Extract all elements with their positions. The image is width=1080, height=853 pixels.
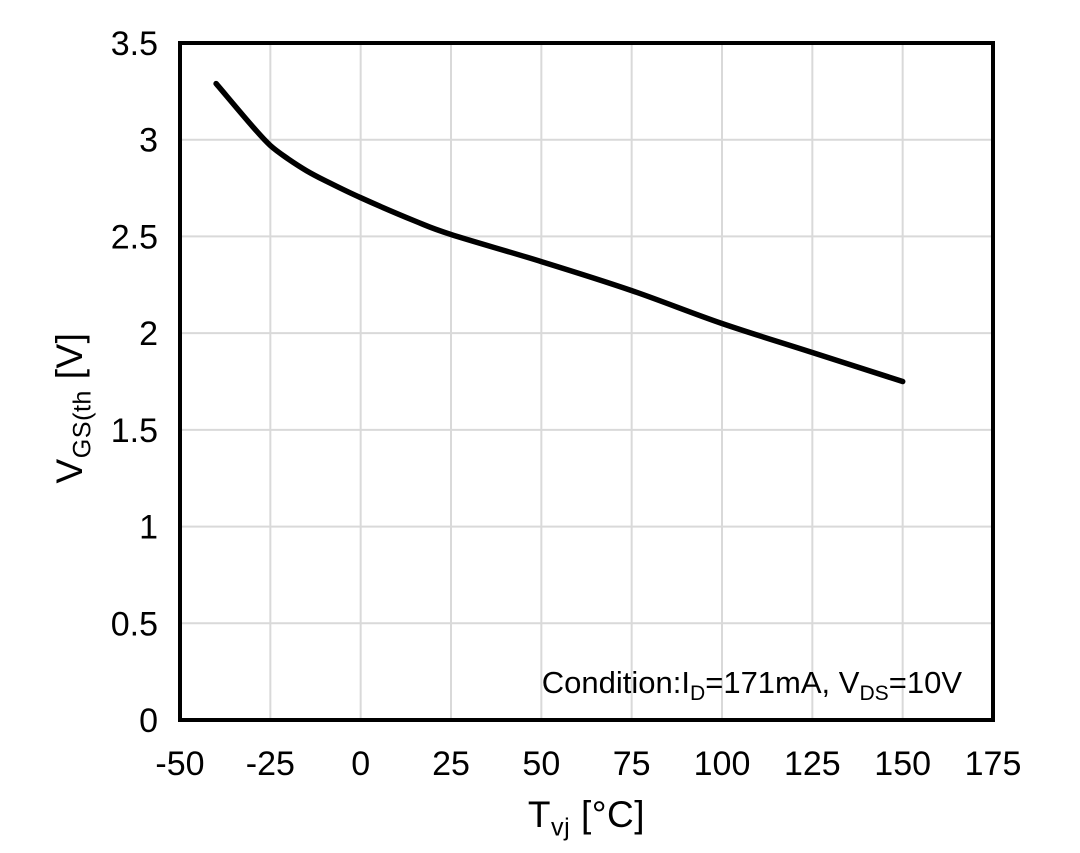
x-tick-label: -50 [155,745,204,783]
condition-subscript-d: D [689,682,706,706]
y-tick-label: 1 [139,509,158,547]
x-axis-title-subscript: vj [551,813,571,842]
y-tick-label: 0 [139,702,158,740]
x-tick-label: 150 [874,745,931,783]
x-axis-title-symbol: T [527,794,552,835]
condition-text: =171mA, V [705,665,860,700]
y-tick-label: 2.5 [111,218,158,256]
y-axis-title-subscript: GS(th [68,390,97,459]
x-tick-label: 125 [784,745,841,783]
y-axis-title-symbol: V [49,458,90,484]
y-axis-title: VGS(th [V] [49,332,96,484]
x-tick-label: 100 [694,745,751,783]
x-tick-label: 175 [965,745,1022,783]
y-tick-label: 0.5 [111,605,158,643]
y-tick-label: 3 [139,122,158,160]
x-tick-label: 0 [351,745,370,783]
condition-subscript-ds: DS [859,682,889,706]
x-tick-label: 50 [522,745,560,783]
y-tick-label: 3.5 [111,25,158,63]
y-axis-title-unit: [V] [49,332,90,391]
condition-text: =10V [888,665,962,700]
y-tick-label: 1.5 [111,412,158,450]
plot-border [178,41,995,722]
condition-text: Condition:I [541,665,690,700]
y-tick-label: 2 [139,315,158,353]
x-axis-title: Tvj [°C] [180,794,993,840]
x-tick-label: -25 [246,745,295,783]
x-tick-label: 25 [432,745,470,783]
data-curve [213,80,906,385]
x-tick-label: 75 [613,745,651,783]
x-axis-title-unit: [°C] [570,794,646,835]
condition-annotation: Condition:ID=171mA, VDS=10V [541,665,962,704]
